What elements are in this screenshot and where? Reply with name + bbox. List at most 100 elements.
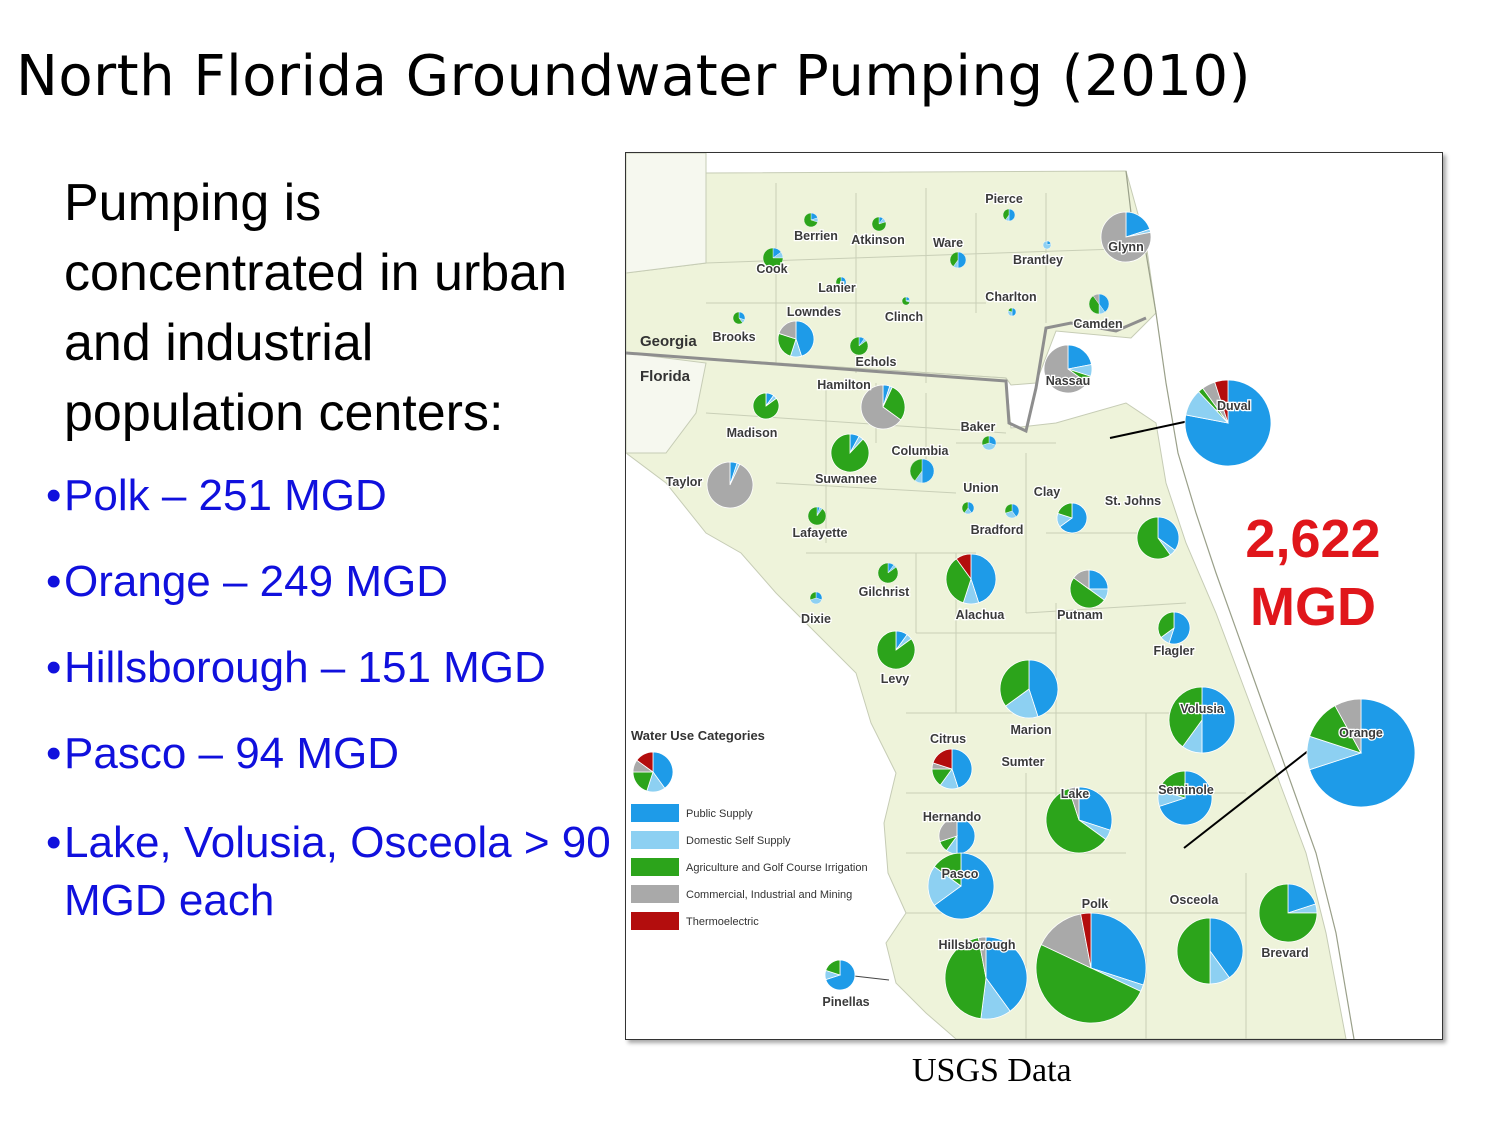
pie-slice-te bbox=[1214, 379, 1229, 424]
pie-slice-ag bbox=[901, 296, 911, 306]
florida-panhandle-west bbox=[626, 352, 707, 454]
county-label: Berrien bbox=[794, 229, 838, 243]
county-label: Brevard bbox=[1261, 946, 1308, 960]
pie-charlton bbox=[1007, 307, 1017, 317]
county-label: St. Johns bbox=[1105, 494, 1161, 508]
pie-slice-ag bbox=[933, 852, 962, 887]
groundwater-map: Georgia Florida Pierce Berrien Atkinson War… bbox=[625, 152, 1443, 1040]
county-label: Marion bbox=[1011, 723, 1052, 737]
pie-slice-ag bbox=[732, 311, 743, 325]
pie-slice-ag bbox=[849, 336, 869, 356]
pie-slice-cim bbox=[860, 384, 902, 430]
pie-slice-ag bbox=[1002, 208, 1010, 221]
pie-slice-ps bbox=[957, 251, 967, 269]
bullet-symbol: • bbox=[46, 643, 62, 692]
pie-slice-cim bbox=[1068, 786, 1080, 821]
pie-slice-ps bbox=[1059, 502, 1088, 534]
pie-slice-ag bbox=[1007, 307, 1013, 313]
pie-slice-ag bbox=[945, 558, 972, 604]
total-unit: MGD bbox=[1250, 577, 1376, 637]
bullet-text: Polk – 251 MGD bbox=[64, 471, 387, 520]
pie-lanier bbox=[835, 276, 847, 288]
pie-slice-ag bbox=[830, 433, 870, 473]
county-label: Union bbox=[963, 481, 998, 495]
county-labels: Pierce Berrien Atkinson Ware Glynn Cook Brantl… bbox=[664, 191, 1384, 1011]
pie-nassau bbox=[1043, 344, 1093, 394]
county-label: Taylor bbox=[666, 475, 703, 489]
county-label: Hillsborough bbox=[938, 938, 1015, 952]
pie-hamilton bbox=[860, 384, 906, 430]
state-boundary-georgia-florida bbox=[626, 316, 1147, 434]
pie-clinch bbox=[901, 296, 911, 306]
bullet-text: Hillsborough – 151 MGD bbox=[64, 643, 546, 692]
intro-text: Pumping is concentrated in urban and ind… bbox=[64, 174, 568, 442]
county-label: Camden bbox=[1073, 317, 1122, 331]
pie-lake bbox=[1045, 786, 1113, 854]
pie-camden bbox=[1088, 293, 1110, 315]
pie-slice-ag bbox=[1158, 770, 1186, 799]
pie-slice-te bbox=[636, 751, 654, 773]
county-label: Lowndes bbox=[787, 305, 841, 319]
bullet-text: Orange – 249 MGD bbox=[64, 557, 448, 606]
pie-flagler bbox=[1157, 611, 1191, 645]
pie-clay bbox=[1056, 502, 1088, 534]
county-label: Citrus bbox=[930, 732, 966, 746]
legend-title: Water Use Categories bbox=[631, 728, 765, 743]
pie-slice-cim bbox=[1334, 698, 1362, 754]
pie-slice-cim bbox=[977, 936, 987, 979]
pie-slice-dss bbox=[927, 866, 962, 906]
pie-pasco bbox=[927, 852, 995, 920]
county-label: Brooks bbox=[712, 330, 755, 344]
legend-swatch-cim bbox=[631, 885, 679, 903]
pie-citrus bbox=[931, 748, 973, 790]
county-label: Osceola bbox=[1170, 893, 1220, 907]
legend-label-ag: Agriculture and Golf Course Irrigation bbox=[686, 862, 868, 874]
pie-slice-cim bbox=[1092, 293, 1100, 305]
pie-alachua bbox=[945, 553, 997, 605]
legend-swatch-dss bbox=[631, 831, 679, 849]
bullet-item: • Hillsborough – 151 MGD bbox=[46, 642, 626, 694]
pie-taylor bbox=[706, 461, 754, 509]
bullet-list: • Polk – 251 MGD • Orange – 249 MGD • Hills… bbox=[46, 470, 626, 964]
county-label: Dixie bbox=[801, 612, 831, 626]
county-label: Alachua bbox=[956, 608, 1006, 622]
bullet-symbol: • bbox=[46, 818, 62, 867]
legend-items: Public Supply Domestic Self Supply Agricul… bbox=[631, 804, 868, 930]
pie-slice-ag bbox=[1088, 295, 1100, 315]
pie-slice-ag bbox=[1057, 502, 1073, 519]
county-label: Pierce bbox=[985, 192, 1023, 206]
slide-title: North Florida Groundwater Pumping (2010) bbox=[16, 44, 1252, 109]
county-label: Lafayette bbox=[793, 526, 848, 540]
pie-slice-ag bbox=[803, 212, 818, 228]
pie-slice-ag bbox=[807, 506, 827, 526]
pie-slice-ag bbox=[1136, 516, 1171, 560]
pie-slice-ps bbox=[1067, 344, 1093, 370]
pie-gilchrist bbox=[877, 562, 899, 584]
pie-slice-ps bbox=[652, 751, 674, 789]
pie-duval bbox=[1184, 379, 1272, 467]
pie-lowndes bbox=[777, 320, 815, 358]
legend-swatch-ps bbox=[631, 804, 679, 822]
county-label: Pinellas bbox=[822, 995, 869, 1009]
pie-slice-ps bbox=[1088, 569, 1109, 590]
county-label: Putnam bbox=[1057, 608, 1103, 622]
county-label: Suwannee bbox=[815, 472, 877, 486]
county-label: Columbia bbox=[892, 444, 950, 458]
county-label: Volusia bbox=[1180, 702, 1225, 716]
pie-marion bbox=[999, 659, 1059, 719]
pie-slice-ag bbox=[762, 247, 784, 269]
county-label: Levy bbox=[881, 672, 910, 686]
pie-slice-ps bbox=[1078, 786, 1113, 831]
county-label: Madison bbox=[727, 426, 778, 440]
pie-slice-ag bbox=[809, 591, 817, 601]
legend: Water Use Categories Public Supply Domest… bbox=[631, 728, 868, 930]
pie-slice-ag bbox=[825, 959, 841, 976]
pie-slice-ps bbox=[1157, 516, 1180, 551]
pie-slice-cim bbox=[938, 817, 958, 843]
county-label: Seminole bbox=[1158, 783, 1214, 797]
pie-seminole bbox=[1157, 770, 1213, 826]
pie-madison bbox=[752, 392, 780, 420]
bullet-symbol: • bbox=[46, 729, 62, 778]
pie-slice-cim bbox=[1040, 913, 1092, 969]
pie-slice-ps bbox=[1028, 659, 1059, 718]
